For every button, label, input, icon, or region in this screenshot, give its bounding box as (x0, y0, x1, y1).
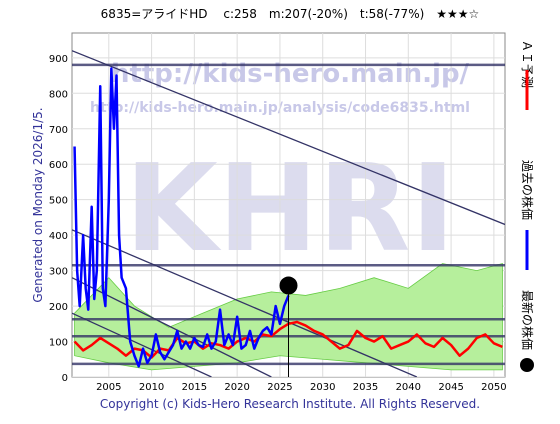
y-tick-label: 300 (49, 267, 68, 278)
x-tick-label: 2015 (182, 382, 207, 393)
legend-label: ＡＩ予測 (520, 40, 534, 88)
y-tick-label: 700 (49, 125, 68, 136)
x-tick-label: 2040 (396, 382, 421, 393)
x-tick-label: 2005 (96, 382, 121, 393)
x-tick-label: 2030 (310, 382, 335, 393)
x-tick-label: 2035 (353, 382, 378, 393)
legend-label: 最新の株価 (520, 290, 535, 350)
y-tick-label: 900 (49, 54, 68, 65)
side-label: Generated on Monday 2026/1/5. (31, 107, 45, 302)
x-tick-label: 2020 (224, 382, 249, 393)
latest-point (279, 276, 298, 295)
footer: Copyright (c) Kids-Hero Research Institu… (100, 397, 480, 411)
y-tick-label: 600 (49, 160, 68, 171)
trend-line (72, 312, 212, 377)
y-tick-label: 500 (49, 196, 68, 207)
legend-swatch (520, 358, 534, 372)
x-tick-label: 2010 (139, 382, 164, 393)
series-line (73, 67, 290, 368)
chart-title: 6835=アライドHD c:258 m:207(-20%) t:58(-77%)… (101, 7, 480, 21)
legend-label: 過去の株価 (520, 160, 535, 220)
y-tick-label: 100 (49, 338, 68, 349)
watermark: http://kids-hero.main.jp/ (111, 59, 470, 89)
trend-line (72, 229, 418, 377)
y-tick-label: 800 (49, 89, 68, 100)
y-tick-label: 400 (49, 231, 68, 242)
trend-line (72, 50, 505, 226)
x-tick-label: 2045 (438, 382, 463, 393)
y-tick-label: 0 (62, 373, 68, 384)
x-tick-label: 2050 (481, 382, 506, 393)
watermark: KHRI (125, 140, 455, 279)
x-tick-label: 2025 (267, 382, 292, 393)
y-tick-label: 200 (49, 302, 68, 313)
